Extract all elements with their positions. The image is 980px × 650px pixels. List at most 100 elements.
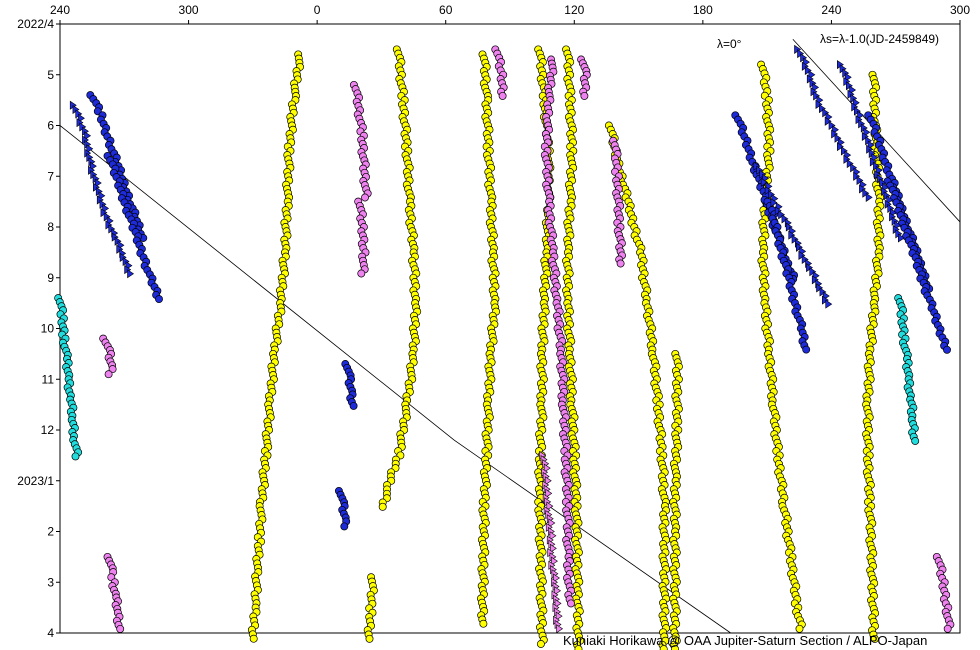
- data-point-triangle: [555, 611, 563, 621]
- data-point-triangle: [821, 295, 829, 305]
- data-point-triangle: [544, 476, 552, 486]
- data-point-triangle: [551, 556, 558, 566]
- data-point: [71, 452, 80, 461]
- data-point-triangle: [815, 99, 823, 109]
- data-point-triangle: [836, 142, 844, 152]
- data-point: [498, 91, 507, 100]
- data-point: [795, 624, 804, 633]
- data-point: [361, 193, 369, 202]
- data-point-triangle: [549, 543, 557, 553]
- data-point-triangle: [897, 233, 905, 243]
- x-tick-label: 120: [564, 3, 584, 17]
- y-tick-label: 12: [41, 423, 55, 437]
- x-axis: 240 300 0 60 120 180 240 300: [50, 3, 970, 24]
- data-point: [378, 502, 387, 511]
- data-point-triangle: [865, 192, 873, 202]
- x-tick-label: 240: [50, 3, 70, 17]
- data-point-triangle: [853, 171, 861, 181]
- data-point-triangle: [90, 161, 97, 171]
- y-tick-label: 2022/4: [17, 17, 54, 31]
- data-point-triangle: [862, 188, 870, 198]
- data-point-triangle: [886, 195, 894, 205]
- data-point-triangle: [548, 518, 556, 528]
- y-tick-label: 2023/1: [17, 474, 54, 488]
- data-point: [536, 640, 545, 648]
- y-tick-label: 6: [47, 119, 54, 133]
- data-point-triangle: [127, 269, 135, 279]
- data-point: [155, 295, 163, 304]
- data-point: [943, 345, 951, 354]
- data-point-triangle: [86, 144, 94, 154]
- x-tick-label: 180: [693, 3, 713, 17]
- data-point-triangle: [554, 586, 562, 596]
- data-point: [108, 365, 117, 374]
- data-point-triangle: [554, 598, 562, 608]
- data-point: [580, 91, 589, 100]
- y-tick-label: 9: [47, 271, 54, 285]
- data-point-triangle: [825, 299, 833, 309]
- data-point: [116, 624, 125, 633]
- data-point-triangle: [778, 210, 786, 220]
- credit-line: Kuniaki Horikawa @ OAA Jupiter-Saturn Se…: [563, 633, 928, 648]
- data-point: [249, 634, 258, 643]
- reference-line: [59, 125, 731, 634]
- data-point-triangle: [543, 463, 551, 473]
- data-point-triangle: [812, 82, 820, 92]
- data-point-triangle: [811, 275, 819, 285]
- reference-line-label: λ=0°: [717, 37, 742, 51]
- data-point-triangle: [760, 177, 768, 187]
- data-point: [104, 370, 113, 379]
- data-point-triangle: [770, 198, 778, 208]
- data-point-triangle: [857, 110, 865, 120]
- reference-lines: [59, 38, 961, 634]
- data-point-triangle: [78, 113, 85, 123]
- data-point-triangle: [871, 153, 879, 163]
- data-point-triangle: [768, 189, 775, 200]
- data-point-triangle: [822, 108, 830, 118]
- y-tick-label: 3: [47, 575, 54, 589]
- data-point-triangle: [828, 120, 836, 131]
- data-point: [340, 522, 349, 531]
- data-point: [567, 599, 575, 608]
- data-point: [911, 437, 920, 445]
- y-tick-label: 5: [47, 68, 54, 82]
- data-point-triangle: [816, 283, 824, 293]
- data-point-triangle: [875, 165, 883, 175]
- y-tick-label: 10: [41, 322, 55, 336]
- data-point-triangle: [549, 531, 557, 541]
- data-point: [616, 259, 625, 268]
- reference-formula: λs=λ-1.0(JD-2459849): [820, 32, 939, 46]
- x-tick-label: 60: [439, 3, 453, 17]
- data-point-triangle: [546, 501, 554, 511]
- data-point-triangle: [831, 129, 839, 139]
- data-point: [349, 401, 358, 410]
- data-point-triangle: [94, 178, 102, 188]
- data-point-triangle: [545, 488, 553, 498]
- y-tick-label: 11: [42, 372, 55, 386]
- data-point: [943, 624, 952, 633]
- data-point: [365, 634, 374, 643]
- y-tick-label: 4: [47, 626, 54, 640]
- data-point: [802, 345, 811, 354]
- data-point: [357, 269, 366, 278]
- data-point-triangle: [801, 254, 809, 265]
- y-tick-label: 2: [47, 525, 54, 539]
- y-tick-label: 8: [47, 220, 54, 234]
- data-point-triangle: [553, 573, 560, 583]
- data-point-triangle: [556, 624, 564, 634]
- data-point-triangle: [804, 65, 812, 76]
- data-point-triangle: [846, 159, 854, 169]
- x-tick-label: 0: [314, 3, 321, 17]
- x-tick-label: 240: [821, 3, 841, 17]
- data-point: [479, 619, 488, 628]
- data-marks: [54, 44, 955, 650]
- data-point: [870, 634, 879, 643]
- data-point-triangle: [809, 267, 817, 277]
- data-point: [671, 645, 679, 650]
- x-tick-label: 300: [179, 3, 199, 17]
- y-tick-label: 7: [47, 169, 54, 183]
- data-point: [659, 645, 668, 650]
- y-axis: 2022/4 5 6 7 8 9 10 11 12 2023/1 2 3 4: [17, 17, 60, 640]
- x-tick-label: 300: [950, 3, 970, 17]
